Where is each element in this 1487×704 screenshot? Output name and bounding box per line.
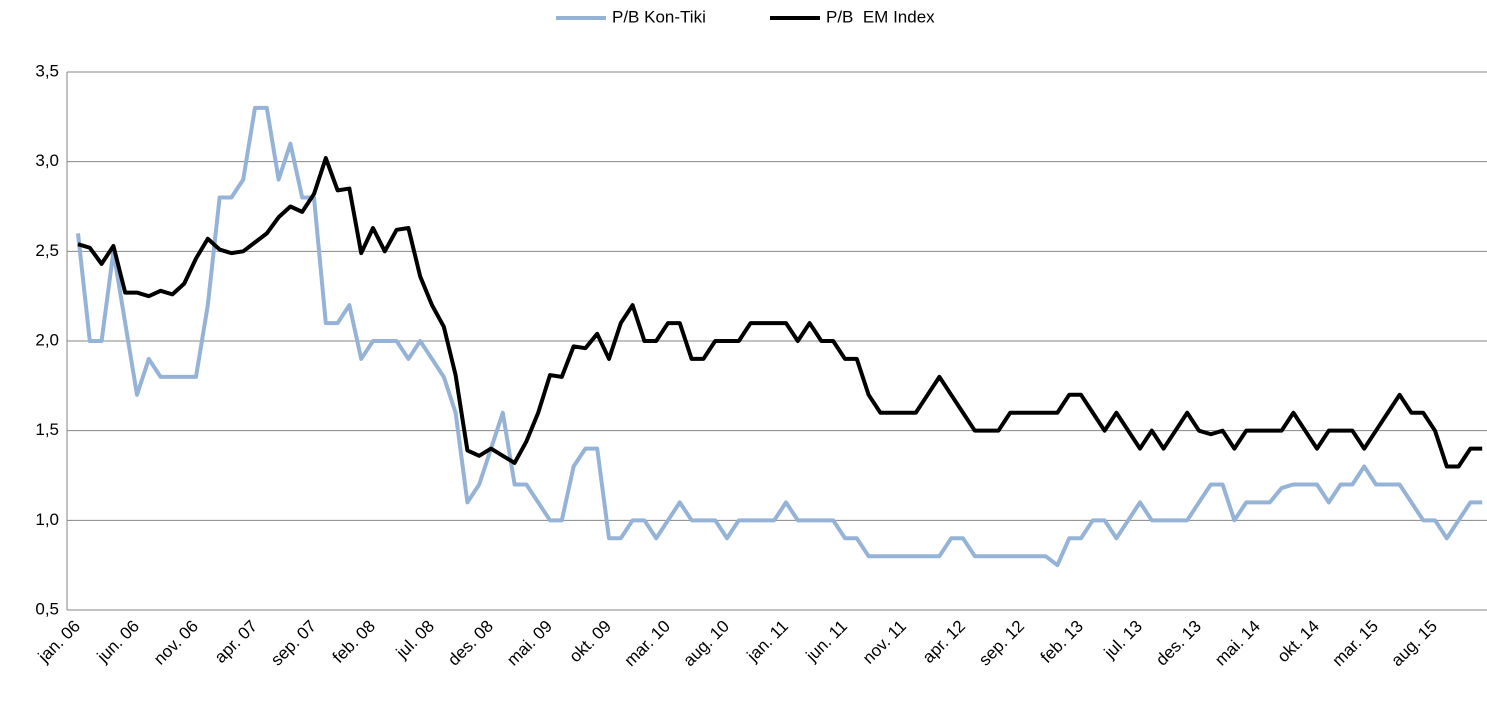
x-tick-label: mar. 10 bbox=[620, 617, 674, 671]
x-tick-label: aug. 10 bbox=[679, 617, 733, 671]
y-tick-label: 1,5 bbox=[35, 420, 59, 439]
x-tick-label: apr. 07 bbox=[211, 617, 261, 667]
x-tick-label: jun. 11 bbox=[802, 617, 851, 666]
series-line bbox=[77, 156, 1483, 469]
x-tick-label: okt. 09 bbox=[565, 617, 615, 667]
y-tick-label: 0,5 bbox=[35, 599, 59, 618]
x-tick-label: apr. 12 bbox=[919, 617, 969, 667]
x-tick-label: feb. 13 bbox=[1037, 617, 1087, 667]
x-tick-label: nov. 06 bbox=[150, 617, 202, 669]
series-line bbox=[76, 105, 1483, 568]
y-tick-label: 2,0 bbox=[35, 330, 59, 349]
x-tick-label: mai. 14 bbox=[1211, 617, 1264, 670]
legend-label: P/B Kon-Tiki bbox=[612, 7, 706, 26]
x-tick-label: des. 08 bbox=[444, 617, 497, 670]
x-tick-label: aug. 15 bbox=[1387, 617, 1441, 671]
x-tick-label: sep. 07 bbox=[267, 617, 320, 670]
x-tick-label: sep. 12 bbox=[975, 617, 1028, 670]
x-tick-label: mar. 15 bbox=[1328, 617, 1382, 671]
x-tick-label: jul. 13 bbox=[1100, 617, 1146, 663]
y-tick-label: 3,0 bbox=[35, 151, 59, 170]
x-tick-label: des. 13 bbox=[1152, 617, 1205, 670]
x-tick-label: nov. 11 bbox=[859, 617, 910, 668]
x-tick-label: okt. 14 bbox=[1273, 617, 1323, 667]
x-tick-label: jul. 08 bbox=[392, 617, 438, 663]
x-tick-label: jan. 06 bbox=[34, 617, 84, 667]
y-tick-label: 1,0 bbox=[35, 510, 59, 529]
y-tick-label: 3,5 bbox=[35, 61, 59, 80]
legend-label: P/B EM Index bbox=[826, 7, 935, 26]
x-tick-label: jan. 11 bbox=[743, 617, 792, 666]
x-tick-label: feb. 08 bbox=[329, 617, 379, 667]
x-tick-label: mai. 09 bbox=[503, 617, 556, 670]
x-tick-label: jun. 06 bbox=[93, 617, 143, 667]
y-tick-label: 2,5 bbox=[35, 241, 59, 260]
